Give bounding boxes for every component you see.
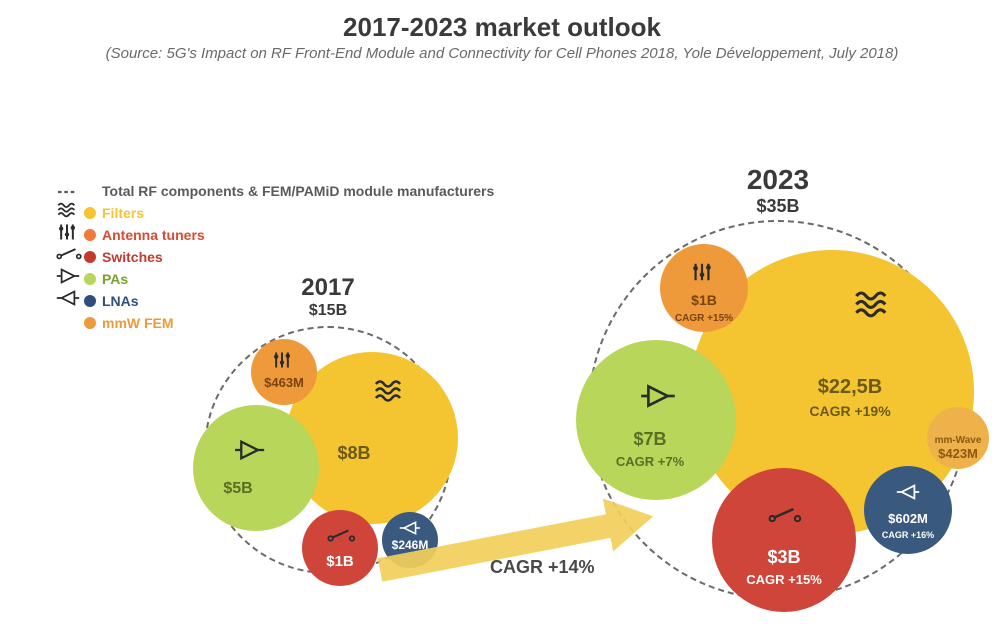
group-total-text: $35B [658, 196, 898, 217]
bubble-antenna_tuners: $1B CAGR +15% [660, 244, 748, 332]
group-year-text: 2023 [658, 164, 898, 196]
bubble-value: $3B CAGR +15% [712, 547, 856, 588]
pa-icon [640, 381, 676, 416]
bubble-value: $602M CAGR +16% [864, 512, 952, 542]
bubble-pas: $7B CAGR +7% [576, 340, 736, 500]
filter-icon [854, 290, 890, 324]
lna-icon [896, 482, 920, 507]
overall-cagr-label: CAGR +14% [490, 557, 595, 578]
bubble-value: mm-Wave $423M [927, 432, 989, 462]
bubble-value: $7B CAGR +7% [570, 429, 730, 470]
chart-area: Total RF components & FEM/PAMiD module m… [0, 0, 1004, 634]
bubble-lnas: $602M CAGR +16% [864, 466, 952, 554]
switch-icon [768, 505, 802, 531]
group-year: 2023 $35B [658, 164, 898, 217]
bubble-mmw: mm-Wave $423M [927, 407, 989, 469]
tuner-icon [691, 261, 713, 288]
bubble-value: $1B CAGR +15% [660, 292, 748, 325]
bubble-switches: $3B CAGR +15% [712, 468, 856, 612]
